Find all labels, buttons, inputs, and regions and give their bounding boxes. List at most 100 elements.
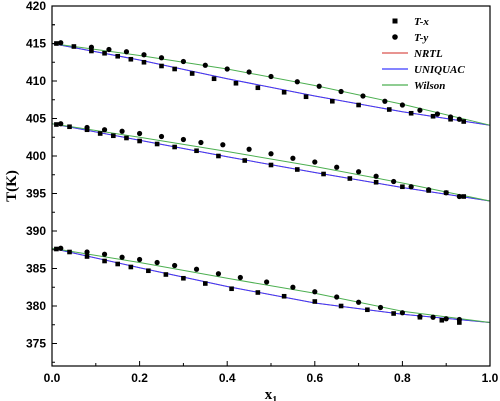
ty-point xyxy=(119,254,125,260)
tx-point xyxy=(294,167,300,172)
ty-point xyxy=(58,40,64,46)
ty-point xyxy=(137,256,143,263)
ty-point xyxy=(443,190,449,196)
tx-point xyxy=(141,59,147,65)
y-tick-label: 410 xyxy=(26,74,46,88)
ty-point xyxy=(101,251,108,257)
x-tick-label: 0.2 xyxy=(131,371,148,385)
y-tick-label: 420 xyxy=(26,0,46,13)
legend-label: T-y xyxy=(414,32,428,44)
ty-point xyxy=(119,128,125,134)
ty-point xyxy=(224,66,230,72)
ty-point xyxy=(430,314,436,320)
ty-point xyxy=(399,310,405,316)
ty-point xyxy=(137,130,143,137)
legend-label: NRTL xyxy=(413,48,443,60)
x-axis-title: x1 xyxy=(265,387,278,401)
tx-point xyxy=(203,281,208,286)
y-tick-label: 405 xyxy=(26,112,46,126)
tx-point xyxy=(312,299,318,304)
x-tick-label: 0.8 xyxy=(394,371,411,385)
ty-point xyxy=(158,55,165,61)
ty-point xyxy=(373,173,379,179)
y-axis-title: T(K) xyxy=(4,170,20,202)
tx-point xyxy=(124,135,129,141)
x-axis-title-main: x xyxy=(265,387,273,401)
tx-point xyxy=(194,148,199,154)
ty-point xyxy=(154,259,160,266)
tx-point xyxy=(461,194,467,199)
tx-point xyxy=(255,85,261,91)
tx-point xyxy=(356,102,361,108)
ty-point xyxy=(456,193,462,200)
y-tick-label: 380 xyxy=(26,299,46,313)
ty-point xyxy=(417,107,423,113)
ty-point xyxy=(215,271,222,277)
ty-point xyxy=(180,136,186,143)
ty-point xyxy=(356,299,362,305)
y-tick-label: 390 xyxy=(26,224,46,238)
ty-point xyxy=(246,69,252,75)
ty-point xyxy=(360,93,366,99)
y-tick-label: 400 xyxy=(26,149,46,163)
tx-point xyxy=(111,133,116,139)
tx-point xyxy=(211,76,217,82)
tx-point xyxy=(281,293,287,299)
tx-point xyxy=(457,320,462,325)
tx-point xyxy=(303,94,309,100)
tx-point xyxy=(137,138,142,144)
ty-point xyxy=(312,289,318,295)
uniquac-curve xyxy=(51,43,491,126)
tx-point xyxy=(330,98,335,104)
x-tick-label: 1.0 xyxy=(482,371,499,385)
ty-point xyxy=(338,88,344,95)
ty-point xyxy=(202,62,208,68)
x-tick-label: 0.0 xyxy=(44,371,61,385)
y-tick-label: 395 xyxy=(26,187,46,201)
tx-point xyxy=(172,144,177,150)
y-tick-label: 385 xyxy=(26,262,46,276)
ty-point xyxy=(106,46,112,53)
tx-point xyxy=(391,311,396,316)
tx-point xyxy=(365,307,370,313)
ty-point xyxy=(447,114,454,120)
tx-point xyxy=(189,71,195,76)
legend-tx-marker xyxy=(392,18,398,24)
ty-point xyxy=(123,49,130,55)
tx-point xyxy=(54,122,59,127)
tx-point xyxy=(386,107,392,112)
ty-point xyxy=(456,316,462,323)
tx-point xyxy=(102,50,107,56)
ty-point xyxy=(356,169,362,175)
ty-point xyxy=(268,73,274,80)
wilson-curve xyxy=(51,247,491,323)
tx-point xyxy=(128,264,134,270)
tx-point xyxy=(181,275,186,281)
y-tick-label: 375 xyxy=(26,337,46,351)
ty-point xyxy=(84,249,90,255)
tx-point xyxy=(229,286,234,292)
ty-point xyxy=(377,304,384,311)
y-tick-label: 415 xyxy=(26,37,46,51)
tx-point xyxy=(408,110,414,116)
ty-point xyxy=(193,266,200,272)
ty-point xyxy=(158,133,165,140)
tx-point xyxy=(338,303,344,309)
tx-point xyxy=(268,162,274,168)
tx-point xyxy=(373,179,379,185)
tx-point xyxy=(347,176,353,181)
tx-point xyxy=(400,184,405,190)
tx-point xyxy=(128,56,134,62)
legend-label: T-x xyxy=(414,16,429,28)
ty-point xyxy=(426,187,432,193)
tx-point xyxy=(89,48,94,54)
ty-point xyxy=(172,262,178,269)
ty-point xyxy=(312,159,318,165)
tx-point xyxy=(216,153,221,159)
axis-ticks: 0.0 0.2 0.4 0.6 0.8 1.0 375 380 385 390 395 400 405 4… xyxy=(26,0,499,385)
ty-point xyxy=(101,127,108,133)
ty-point xyxy=(58,245,64,251)
ty-point xyxy=(220,142,226,148)
ty-point xyxy=(88,44,95,50)
